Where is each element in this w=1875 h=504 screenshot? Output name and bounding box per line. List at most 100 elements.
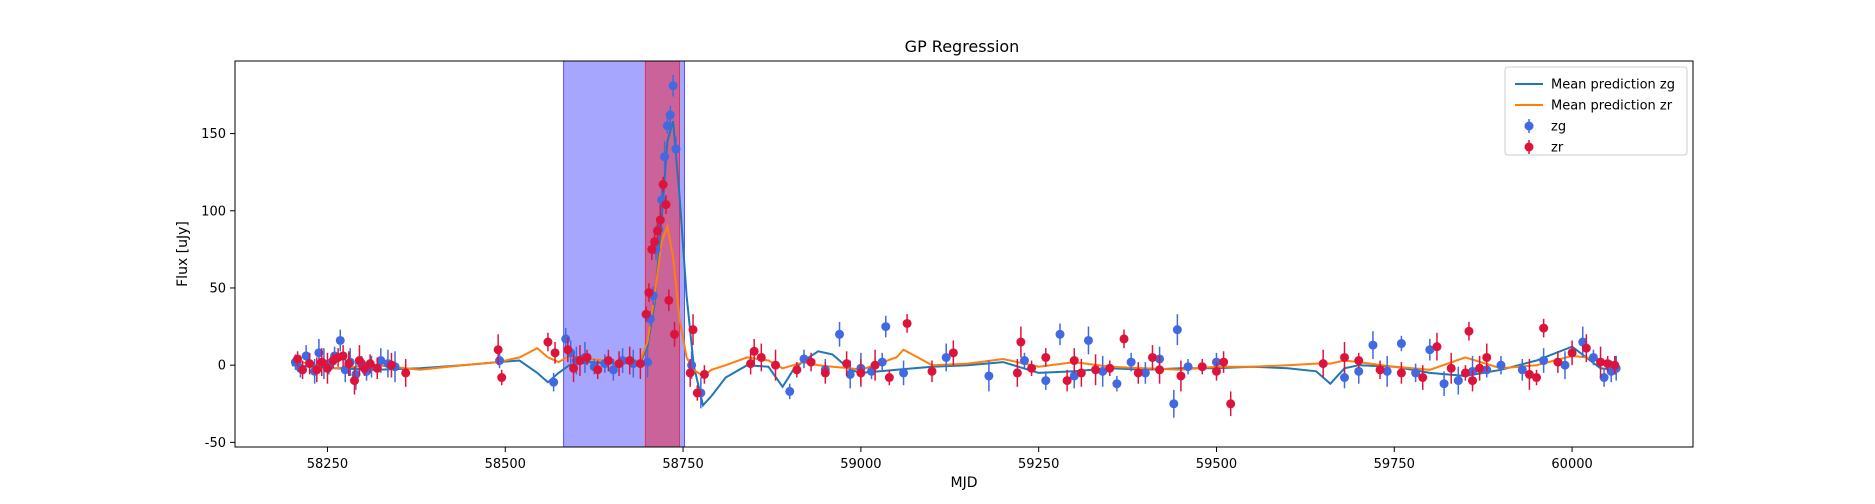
marker-zr <box>293 354 303 364</box>
point-zg <box>668 74 678 97</box>
point-zg <box>1539 348 1549 373</box>
point-zg <box>1425 338 1435 361</box>
point-zr <box>1062 369 1072 392</box>
marker-zr <box>1027 363 1037 373</box>
point-zr <box>1567 340 1577 366</box>
point-zr <box>870 349 880 381</box>
marker-zg <box>376 356 386 366</box>
shaded-regions <box>563 60 685 448</box>
marker-zr <box>1176 371 1186 381</box>
marker-zr <box>575 356 585 366</box>
x-tick-label: 59750 <box>1374 457 1415 472</box>
marker-zg <box>608 365 618 375</box>
point-zg <box>1411 363 1421 383</box>
point-zr <box>856 358 866 387</box>
point-zr <box>756 343 766 372</box>
marker-zr <box>688 325 698 335</box>
marker-zg <box>301 351 311 361</box>
legend-entry-2: zg <box>1524 119 1566 135</box>
point-zg <box>1169 389 1179 418</box>
y-tick-label: 100 <box>201 204 226 219</box>
point-zr <box>746 352 756 375</box>
point-zg <box>335 329 345 352</box>
point-zr <box>550 342 560 364</box>
marker-zg <box>1496 360 1506 370</box>
point-zr <box>1119 329 1129 349</box>
marker-zr <box>625 356 635 366</box>
marker-zg <box>1126 357 1136 367</box>
point-zr <box>401 358 411 387</box>
point-zg <box>941 343 951 372</box>
point-zr <box>670 321 680 347</box>
point-zg <box>1439 371 1449 397</box>
legend-entry-3: zr <box>1524 140 1564 156</box>
marker-zr <box>1581 343 1591 353</box>
marker-zr <box>1396 368 1406 378</box>
marker-zr <box>614 359 624 369</box>
marker-zr <box>1119 334 1129 344</box>
point-zr <box>902 314 912 333</box>
marker-zg <box>835 329 845 339</box>
marker-zg <box>1599 373 1609 383</box>
marker-zg <box>1140 368 1150 378</box>
point-zg <box>1599 368 1609 387</box>
legend: Mean prediction zg Mean prediction zr zg zr <box>1504 66 1688 156</box>
point-zr <box>842 351 852 376</box>
marker-zr <box>664 295 674 305</box>
point-zr <box>806 352 816 372</box>
point-zg <box>549 372 559 392</box>
point-zg <box>1041 371 1051 390</box>
point-zr <box>664 289 674 312</box>
marker-zr <box>603 356 613 366</box>
marker-zr <box>305 359 315 369</box>
point-zr <box>543 332 553 352</box>
point-zg <box>881 315 891 338</box>
marker-zr <box>655 215 665 225</box>
point-zr <box>575 345 585 376</box>
marker-zr <box>1532 373 1542 383</box>
point-zr <box>593 360 603 380</box>
marker-zr <box>1211 366 1221 376</box>
marker-zr <box>1539 323 1549 333</box>
legend-marker-swatch <box>1524 121 1534 131</box>
marker-zr <box>1375 365 1385 375</box>
marker-zg <box>1041 376 1051 386</box>
marker-zg <box>1453 376 1463 386</box>
marker-zr <box>1016 337 1026 347</box>
point-zr <box>344 351 354 376</box>
point-zr <box>692 385 702 401</box>
point-zr <box>1069 348 1079 373</box>
point-zg <box>835 321 845 347</box>
point-zg <box>1560 351 1570 380</box>
marker-zg <box>1098 366 1108 376</box>
point-zr <box>1147 345 1157 370</box>
point-zr <box>1396 362 1406 384</box>
marker-zr <box>692 388 702 398</box>
marker-zr <box>593 365 603 375</box>
marker-zr <box>1012 368 1022 378</box>
point-zg <box>1098 355 1108 387</box>
point-zr <box>771 349 781 381</box>
y-axis-label: Flux [uJy] <box>175 221 191 287</box>
point-zr <box>1176 360 1186 392</box>
x-tick-label: 58500 <box>485 457 526 472</box>
marker-zr <box>1464 326 1474 336</box>
marker-zg <box>984 371 994 381</box>
point-zr <box>1226 391 1236 417</box>
marker-zr <box>298 365 308 375</box>
marker-zg <box>671 144 681 154</box>
marker-zr <box>870 360 880 370</box>
marker-zr <box>902 318 912 328</box>
point-zr <box>1219 351 1229 373</box>
x-tick-label: 59250 <box>1018 457 1059 472</box>
point-zr <box>820 362 830 384</box>
point-zr <box>658 176 668 193</box>
marker-zg <box>1340 373 1350 383</box>
point-zr <box>792 362 802 378</box>
marker-zg <box>1560 360 1570 370</box>
legend-label: Mean prediction zg <box>1551 78 1675 93</box>
marker-zg <box>845 369 855 379</box>
point-zr <box>1211 362 1221 381</box>
